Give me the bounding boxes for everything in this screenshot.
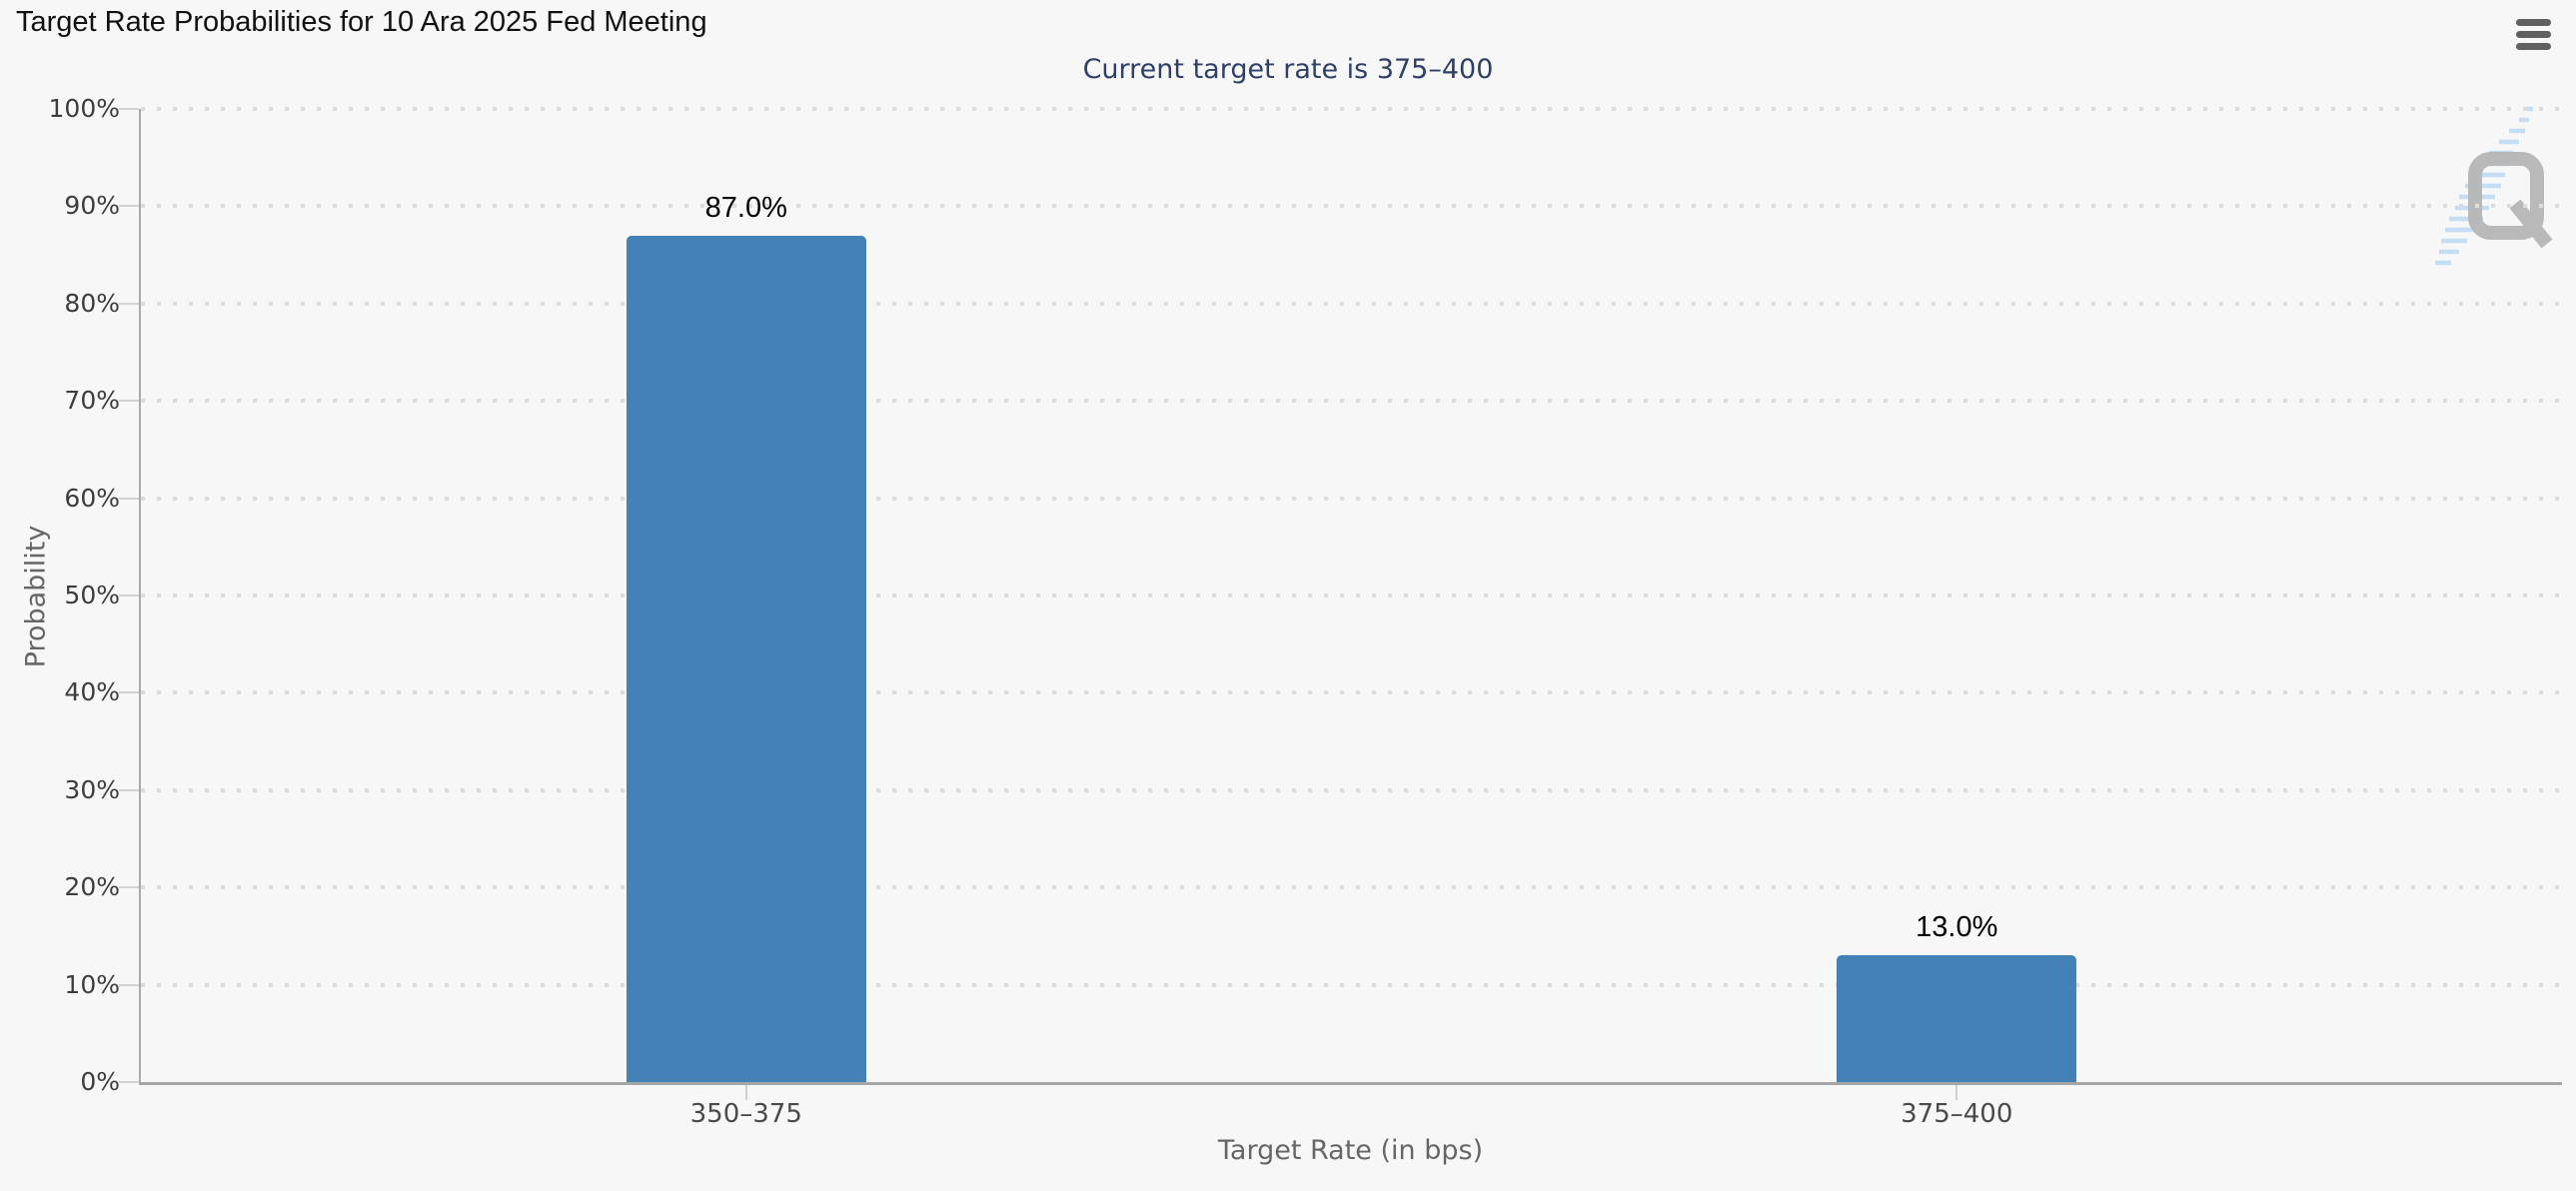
hamburger-bar: [2516, 31, 2551, 38]
y-axis-tick: [119, 108, 139, 110]
y-axis-label: 20%: [64, 872, 120, 902]
y-axis-tick: [119, 886, 139, 889]
gridline: [141, 787, 2562, 792]
bar-value-label: 87.0%: [704, 191, 787, 224]
gridline: [141, 885, 2562, 890]
x-axis-title: Target Rate (in bps): [1217, 1135, 1484, 1166]
x-axis-category-label: 375–400: [1901, 1099, 2013, 1129]
y-axis-label: 90%: [64, 191, 120, 221]
gridline: [141, 301, 2562, 306]
y-axis-label: 60%: [64, 483, 120, 513]
y-axis-label: 100%: [48, 94, 120, 123]
y-axis-label: 0%: [80, 1067, 120, 1096]
y-axis-label: 70%: [64, 386, 120, 416]
gridline: [141, 496, 2562, 501]
y-axis-tick: [119, 302, 139, 305]
y-axis-tick: [119, 788, 139, 791]
y-axis-tick: [119, 1081, 139, 1083]
y-axis-tick: [119, 595, 139, 596]
y-axis-label: 40%: [64, 677, 120, 707]
y-axis-tick: [119, 205, 139, 208]
bar-350–375[interactable]: [626, 236, 866, 1082]
hamburger-bar: [2516, 43, 2551, 50]
y-axis-label: 50%: [64, 581, 120, 609]
y-axis-label: 30%: [64, 774, 120, 804]
chart-subtitle: Current target rate is 375–400: [1082, 54, 1494, 85]
y-axis-tick: [119, 983, 139, 986]
y-axis-label: 80%: [64, 288, 120, 318]
y-axis-label: 10%: [64, 969, 120, 999]
plot-area: [139, 107, 2562, 1085]
gridline: [141, 690, 2562, 695]
gridline: [141, 594, 2562, 597]
y-axis-tick: [119, 497, 139, 500]
x-axis-tick: [1955, 1085, 1958, 1100]
y-axis-tick: [119, 691, 139, 694]
x-axis-category-label: 350–375: [689, 1099, 802, 1129]
y-axis-tick: [119, 400, 139, 403]
bar-375–400[interactable]: [1837, 955, 2077, 1082]
gridline: [141, 107, 2562, 111]
gridline: [141, 399, 2562, 404]
x-axis-tick: [744, 1085, 747, 1100]
gridline: [141, 204, 2562, 209]
chart-title: Target Rate Probabilities for 10 Ara 202…: [16, 6, 707, 38]
bar-value-label: 13.0%: [1916, 911, 1998, 944]
hamburger-menu-icon[interactable]: [2516, 19, 2551, 50]
hamburger-bar: [2516, 19, 2551, 26]
gridline: [141, 982, 2562, 987]
